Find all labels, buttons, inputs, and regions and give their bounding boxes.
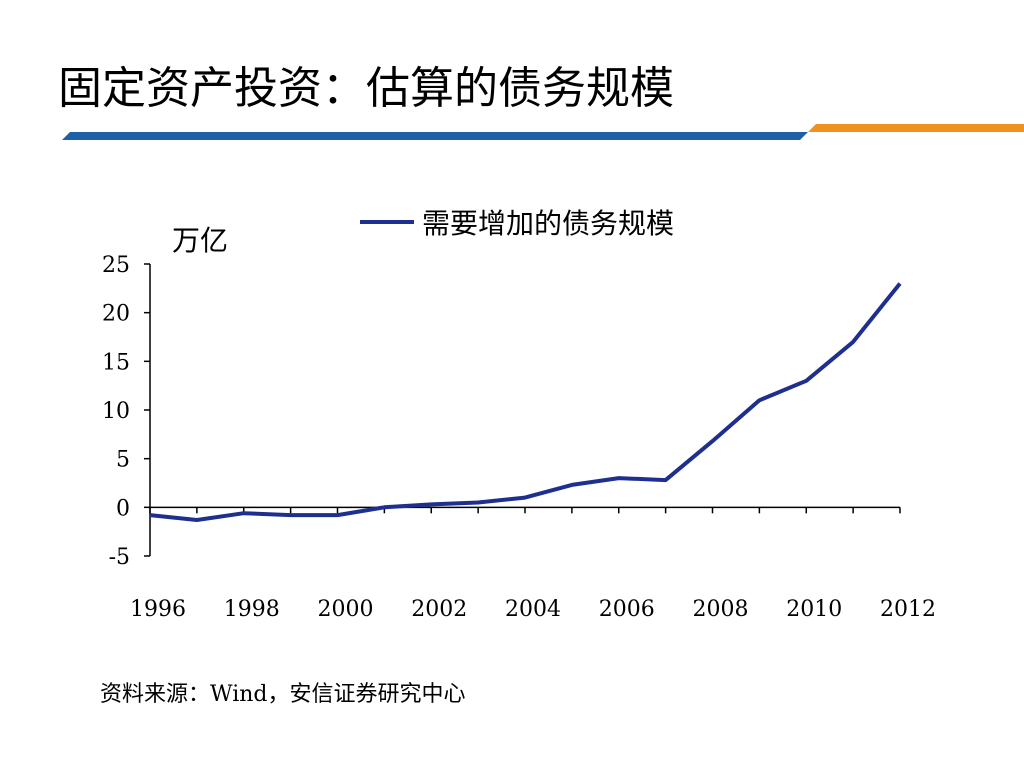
series-line bbox=[149, 282, 902, 522]
x-tick-label: 2010 bbox=[786, 597, 842, 622]
legend-label: 需要增加的债务规模 bbox=[422, 207, 674, 240]
x-tick-label: 2006 bbox=[599, 597, 655, 622]
x-tick-label: 1998 bbox=[224, 597, 280, 622]
line-chart: 需要增加的债务规模 万亿 25 20 15 10 5 0 -5 1996 1998 2000 20… bbox=[102, 207, 936, 622]
y-ticks: 25 20 15 10 5 0 -5 bbox=[102, 253, 150, 570]
page-title: 固定资产投资：估算的债务规模 bbox=[58, 63, 674, 114]
y-tick-label: 5 bbox=[116, 448, 130, 473]
y-tick-label: 10 bbox=[102, 399, 130, 424]
header-divider-orange bbox=[808, 124, 1024, 132]
x-tick-label: 2000 bbox=[318, 597, 374, 622]
chart-legend: 需要增加的债务规模 bbox=[360, 207, 674, 240]
y-tick-label: -5 bbox=[109, 545, 130, 570]
source-note: 资料来源：Wind，安信证券研究中心 bbox=[100, 682, 466, 707]
header-divider-blue bbox=[62, 132, 808, 140]
header-divider bbox=[62, 124, 1024, 140]
x-tick-label: 2008 bbox=[693, 597, 749, 622]
y-tick-label: 15 bbox=[102, 350, 130, 375]
x-tick-label: 1996 bbox=[130, 597, 186, 622]
x-ticks: 1996 1998 2000 2002 2004 2006 2008 2010 2012 bbox=[130, 507, 936, 622]
y-tick-label: 20 bbox=[102, 302, 130, 327]
x-tick-label: 2004 bbox=[505, 597, 561, 622]
y-axis-label: 万亿 bbox=[172, 224, 228, 257]
y-tick-label: 25 bbox=[102, 253, 130, 278]
x-tick-label: 2012 bbox=[880, 597, 936, 622]
x-tick-label: 2002 bbox=[411, 597, 467, 622]
y-tick-label: 0 bbox=[116, 496, 130, 521]
